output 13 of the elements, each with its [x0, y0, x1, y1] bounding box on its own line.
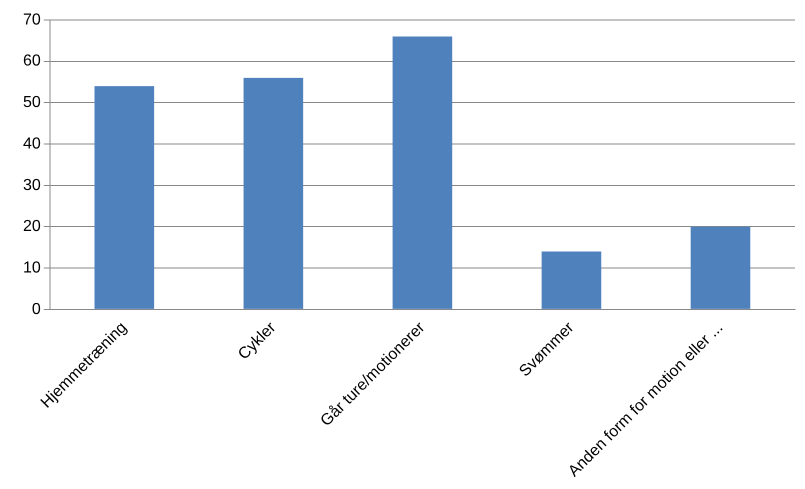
bar [392, 36, 452, 309]
bar [690, 226, 750, 309]
y-tick-label: 60 [23, 52, 41, 70]
y-tick-label: 70 [23, 11, 41, 28]
y-tick-label: 40 [23, 135, 41, 152]
y-tick-label: 10 [23, 259, 41, 276]
y-tick-label: 50 [23, 94, 41, 112]
y-tick-label: 30 [23, 176, 41, 194]
y-tick-label: 20 [23, 218, 41, 236]
bar [542, 252, 602, 309]
bar [244, 78, 304, 309]
y-tick-label: 0 [32, 300, 41, 318]
bar [94, 86, 154, 309]
